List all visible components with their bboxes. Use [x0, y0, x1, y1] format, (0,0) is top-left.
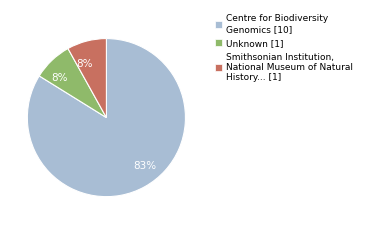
Text: 83%: 83% [133, 161, 157, 171]
Wedge shape [39, 48, 106, 118]
Text: 8%: 8% [52, 72, 68, 83]
Wedge shape [27, 39, 185, 197]
Wedge shape [68, 39, 106, 118]
Text: 8%: 8% [76, 59, 92, 69]
Legend: Centre for Biodiversity
Genomics [10], Unknown [1], Smithsonian Institution,
Nat: Centre for Biodiversity Genomics [10], U… [214, 13, 354, 83]
